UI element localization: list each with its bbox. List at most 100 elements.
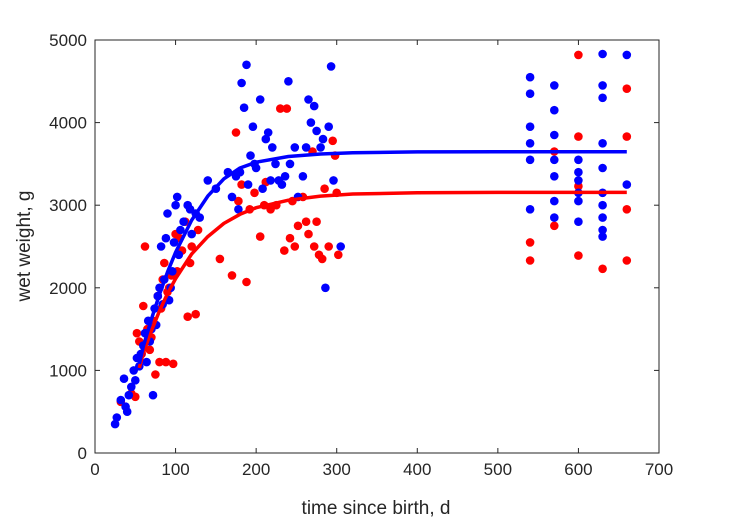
x-tick-label: 500 <box>484 460 512 479</box>
data-point <box>598 232 607 241</box>
data-point <box>280 246 289 255</box>
data-point <box>282 104 292 113</box>
data-point <box>328 136 338 146</box>
data-point <box>329 176 338 185</box>
data-point <box>234 205 243 214</box>
data-point <box>195 213 204 222</box>
data-point <box>276 104 285 113</box>
data-point <box>293 221 303 231</box>
data-point <box>193 225 203 235</box>
data-point <box>131 376 140 385</box>
data-point <box>309 242 319 251</box>
y-tick-label: 3000 <box>49 196 87 215</box>
data-point <box>525 238 535 247</box>
data-point <box>250 188 259 198</box>
data-point <box>324 122 334 131</box>
data-point <box>255 95 265 104</box>
data-point <box>598 49 607 59</box>
data-point <box>574 167 583 177</box>
data-point <box>261 134 271 144</box>
axes <box>94 39 660 454</box>
data-point <box>301 143 311 152</box>
fit-curve <box>137 149 627 365</box>
data-point <box>525 72 535 82</box>
data-point <box>622 84 632 93</box>
data-point <box>271 159 280 169</box>
data-point <box>119 374 129 384</box>
data-point <box>237 180 246 189</box>
data-point <box>231 128 241 137</box>
data-point <box>525 89 535 98</box>
tick-labels: 0 100 200 300 400 500 600 700 0 1000 2000 3000 4000 5… <box>49 31 673 479</box>
data-point <box>598 163 607 173</box>
data-point <box>148 390 158 400</box>
data-point <box>550 196 559 206</box>
data-point <box>187 229 196 239</box>
fit-curves <box>137 149 627 369</box>
data-point <box>132 328 142 338</box>
data-point <box>598 93 607 103</box>
data-point <box>284 77 293 86</box>
data-point <box>161 357 171 367</box>
data-point <box>168 359 178 369</box>
data-point <box>242 60 251 70</box>
data-point <box>318 134 328 144</box>
data-point <box>131 392 140 402</box>
data-point <box>112 413 122 422</box>
data-point <box>334 250 343 260</box>
data-point <box>290 143 300 152</box>
data-point <box>298 172 308 181</box>
data-point <box>574 217 583 226</box>
data-point <box>304 229 313 239</box>
data-point <box>550 81 559 90</box>
data-point <box>266 176 275 185</box>
data-point <box>161 233 171 243</box>
data-point <box>525 155 535 165</box>
data-point <box>290 242 300 251</box>
data-point <box>550 221 559 231</box>
data-point <box>285 233 295 243</box>
data-point <box>550 172 559 181</box>
data-point <box>187 242 196 251</box>
data-point <box>277 180 287 189</box>
data-point <box>316 143 325 152</box>
y-tick-label: 4000 <box>49 114 87 133</box>
data-point <box>574 196 583 206</box>
data-point <box>317 254 327 264</box>
x-tick-label: 300 <box>323 460 351 479</box>
data-point <box>237 78 246 88</box>
data-point <box>110 419 120 429</box>
data-point <box>326 62 336 71</box>
data-point <box>574 50 583 60</box>
data-point <box>321 283 330 293</box>
data-point <box>312 126 321 136</box>
x-axis-label: time since birth, d <box>302 498 451 519</box>
data-point <box>622 50 632 60</box>
data-point <box>255 232 265 241</box>
plot-box <box>94 39 660 454</box>
y-tick-label: 5000 <box>49 31 87 50</box>
data-point <box>525 139 535 148</box>
data-point <box>227 271 237 280</box>
data-point <box>525 205 535 214</box>
x-tick-label: 700 <box>645 460 673 479</box>
data-point <box>127 382 136 392</box>
data-point <box>598 200 607 210</box>
data-point <box>550 213 559 222</box>
data-point <box>598 139 607 148</box>
data-point <box>280 172 290 181</box>
data-point <box>172 192 182 202</box>
data-point <box>574 176 583 185</box>
data-point <box>145 345 155 355</box>
data-point <box>320 184 329 193</box>
data-point <box>550 130 559 140</box>
data-point <box>169 238 179 247</box>
data-point <box>203 176 213 185</box>
y-axis-label: wet weight, g <box>14 191 35 303</box>
data-point <box>258 184 267 193</box>
data-point <box>122 407 132 417</box>
data-point <box>301 217 311 226</box>
data-point <box>160 258 169 268</box>
data-point <box>139 301 148 311</box>
